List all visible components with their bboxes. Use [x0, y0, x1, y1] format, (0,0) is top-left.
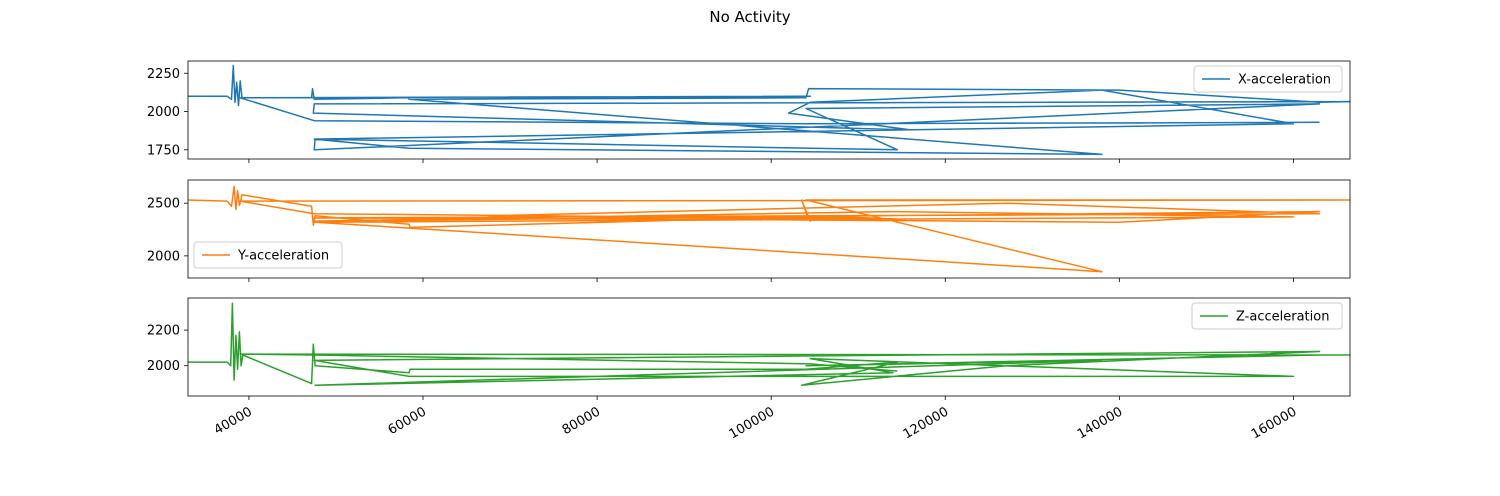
x-tick-label: 120000	[901, 404, 951, 442]
subplot-1: 1750 2000 2250 X-acceleration	[147, 60, 1351, 163]
axes-frame	[187, 60, 1351, 160]
chart-title: No Activity	[709, 8, 790, 26]
series-line-2-1	[188, 185, 1350, 273]
x-tick-label: 160000	[1249, 404, 1299, 442]
x-tick-label: 40000	[212, 404, 255, 438]
legend-label: X-acceleration	[1238, 73, 1331, 88]
x-tick-label: 140000	[1075, 404, 1125, 442]
y-tick-label: 2000	[147, 249, 180, 264]
legend-box	[193, 241, 343, 269]
y-tick-label: 2000	[147, 359, 180, 374]
legend-label: Y-acceleration	[237, 249, 329, 264]
legend: X-acceleration	[1193, 65, 1343, 93]
subplot-3: 2000 2200 40000 60000 80000 100000 120000 14000…	[147, 297, 1351, 442]
legend-box	[1193, 65, 1343, 93]
y-tick-label: 1750	[147, 143, 180, 158]
axes-frame	[187, 297, 1351, 397]
y-tick-label: 2500	[147, 197, 180, 212]
legend: Z-acceleration	[1191, 302, 1343, 330]
legend-label: Z-acceleration	[1236, 310, 1329, 325]
y-tick-label: 2200	[147, 324, 180, 339]
y-tick-label: 2000	[147, 105, 180, 120]
series-line-1-1	[188, 64, 1350, 156]
x-tick-label: 80000	[560, 404, 603, 438]
axes-frame	[187, 179, 1351, 279]
legend: Y-acceleration	[193, 241, 343, 269]
y-tick-label: 2250	[147, 67, 180, 82]
x-tick-label: 60000	[386, 404, 429, 438]
subplot-2: 2000 2500 Y-acceleration	[147, 179, 1351, 282]
series-line-3-1	[188, 302, 1350, 387]
x-tick-label: 100000	[727, 404, 777, 442]
subplots: 1750 2000 2250 X-acceleration 2000 2500 Y-acce…	[147, 60, 1351, 442]
legend-box	[1191, 302, 1343, 330]
